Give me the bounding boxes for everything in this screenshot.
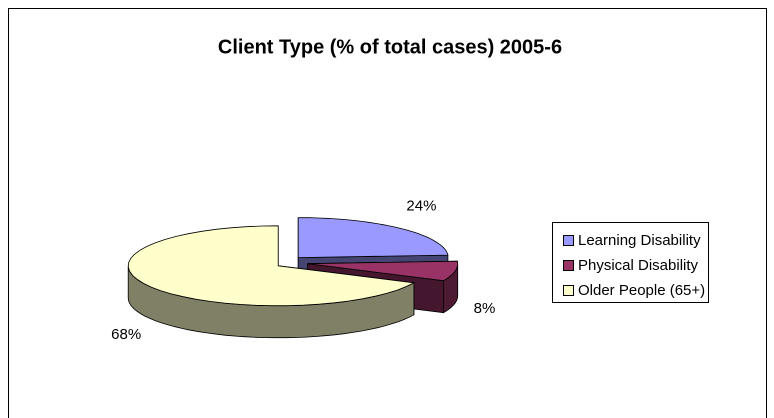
data-label: 24% xyxy=(406,198,436,215)
legend-box xyxy=(552,222,709,303)
data-label: 68% xyxy=(111,326,141,343)
legend-swatch xyxy=(563,235,574,246)
data-label: 8% xyxy=(474,300,496,317)
legend-label: Learning Disability xyxy=(578,232,701,249)
slice xyxy=(297,217,449,259)
slice xyxy=(307,260,459,282)
legend-swatch xyxy=(563,260,574,271)
slice xyxy=(127,225,416,307)
chart-title: Client Type (% of total cases) 2005-6 xyxy=(218,36,562,58)
legend-swatch xyxy=(563,285,574,296)
chart-border xyxy=(8,8,767,418)
legend-label: Older People (65+) xyxy=(578,282,705,299)
pie xyxy=(127,217,459,339)
legend-label: Physical Disability xyxy=(578,257,699,274)
